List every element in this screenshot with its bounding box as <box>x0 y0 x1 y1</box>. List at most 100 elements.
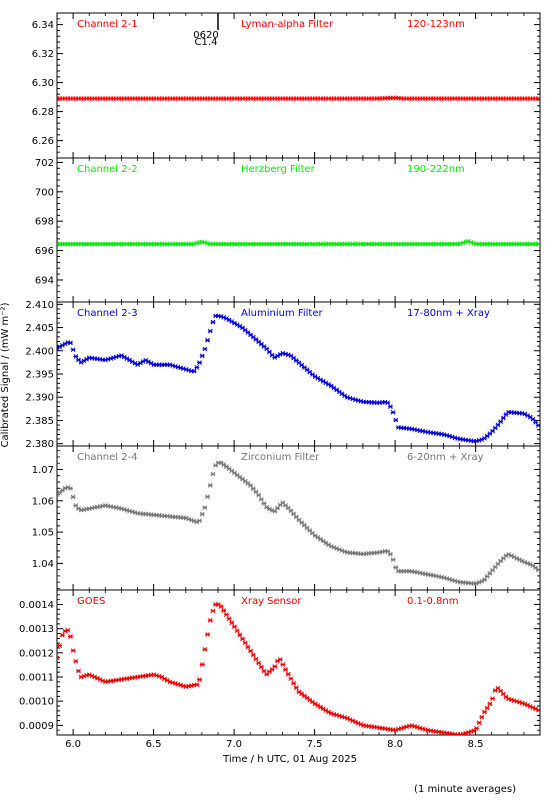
data-point <box>385 400 391 406</box>
data-point <box>199 511 205 517</box>
y-tick-label: 6.28 <box>32 107 54 118</box>
y-tick-label: 0.0012 <box>19 648 54 659</box>
data-point <box>484 705 490 711</box>
y-tick-label: 2.390 <box>25 393 54 404</box>
panel-channel-2-3: 2.380 2.385 2.390 2.395 2.400 2.405 2.410 Chann… <box>25 300 541 450</box>
y-tick-label: 6.32 <box>32 49 54 60</box>
data-points <box>57 313 540 444</box>
y-tick-label: 2.395 <box>25 370 54 381</box>
panel-label: Herzberg Filter <box>241 164 316 175</box>
data-point <box>197 518 202 524</box>
data-point <box>232 624 237 630</box>
flare-time-label: 0620 <box>193 30 218 41</box>
y-tick-label: 1.07 <box>32 465 54 476</box>
averaging-footnote: (1 minute averages) <box>414 784 516 795</box>
data-point <box>253 489 259 495</box>
data-point <box>65 627 71 633</box>
data-point <box>202 346 208 352</box>
x-tick-label: 7.0 <box>226 739 242 750</box>
panel-label: Channel 2-3 <box>77 308 138 319</box>
data-point <box>387 551 393 557</box>
data-point <box>291 680 297 686</box>
panel-frame <box>56 589 541 736</box>
y-tick-label: 2.380 <box>25 439 54 450</box>
panel-label: 0.1-0.8nm <box>407 596 459 607</box>
data-point <box>199 662 205 667</box>
data-point <box>484 574 490 579</box>
y-tick-label: 1.05 <box>32 528 54 539</box>
data-point <box>256 492 262 498</box>
data-point <box>223 612 229 618</box>
data-point <box>387 404 393 410</box>
panel-label: GOES <box>77 596 105 607</box>
data-point <box>202 647 208 652</box>
data-point <box>490 696 495 701</box>
data-point <box>293 685 299 691</box>
data-point <box>76 668 81 674</box>
data-point <box>197 360 202 365</box>
data-point <box>535 567 540 573</box>
data-point <box>535 423 540 428</box>
data-point <box>283 667 288 672</box>
data-point <box>210 319 216 325</box>
y-tick-label: 2.405 <box>25 323 54 334</box>
y-tick-label: 6.26 <box>32 136 54 147</box>
data-points <box>57 602 540 735</box>
x-tick-label: 6.0 <box>65 739 81 750</box>
y-tick-label: 0.0009 <box>19 721 54 732</box>
data-point <box>339 391 345 397</box>
data-point <box>199 353 205 359</box>
data-point <box>280 662 286 667</box>
panel-label: Aluminium Filter <box>241 308 324 319</box>
data-point <box>256 660 262 666</box>
data-point <box>245 644 251 650</box>
y-tick-label: 6.30 <box>32 78 54 89</box>
data-point <box>221 608 227 613</box>
data-point <box>253 656 259 662</box>
data-point <box>68 340 73 346</box>
data-point <box>393 565 399 570</box>
data-point <box>202 505 208 510</box>
x-tick-label: 8.0 <box>387 739 403 750</box>
y-tick-label: 0.0014 <box>19 600 54 611</box>
y-tick-label: 700 <box>35 187 54 198</box>
data-point <box>331 385 337 391</box>
data-point <box>229 620 235 626</box>
data-points <box>57 460 540 586</box>
data-point <box>57 655 60 661</box>
data-point <box>205 632 210 637</box>
panels-group: 6.26 6.28 6.30 6.32 6.34 Channel 2-1 Lyman-alp… <box>19 12 541 750</box>
panel-label: Channel 2-4 <box>77 452 138 463</box>
data-point <box>70 494 76 500</box>
y-tick-label: 2.410 <box>25 300 54 311</box>
data-point <box>250 486 256 492</box>
panel-label: 17-80nm + Xray <box>407 308 490 319</box>
panel-frame <box>56 445 541 591</box>
y-axis-label: Calibrated Signal / (mW m⁻²) <box>0 302 11 447</box>
data-point <box>277 657 283 662</box>
data-point <box>490 567 495 573</box>
data-point <box>487 701 493 707</box>
data-point <box>205 494 210 500</box>
panel-label: Lyman-alpha Filter <box>241 19 334 30</box>
y-tick-label: 2.400 <box>25 346 54 357</box>
data-point <box>390 557 396 563</box>
data-points <box>57 238 540 247</box>
data-point <box>207 617 213 623</box>
data-point <box>495 422 501 428</box>
data-point <box>482 577 487 582</box>
data-point <box>221 462 227 467</box>
data-point <box>207 328 213 334</box>
data-point <box>191 368 197 374</box>
y-tick-label: 696 <box>35 246 54 257</box>
y-tick-label: 694 <box>35 275 54 286</box>
data-point <box>205 337 210 343</box>
data-point <box>258 664 264 670</box>
data-point <box>285 671 291 677</box>
panel-label: Xray Sensor <box>241 596 302 607</box>
data-point <box>500 415 506 421</box>
data-point <box>210 471 216 477</box>
y-tick-label: 702 <box>35 158 54 169</box>
data-point <box>73 354 79 359</box>
